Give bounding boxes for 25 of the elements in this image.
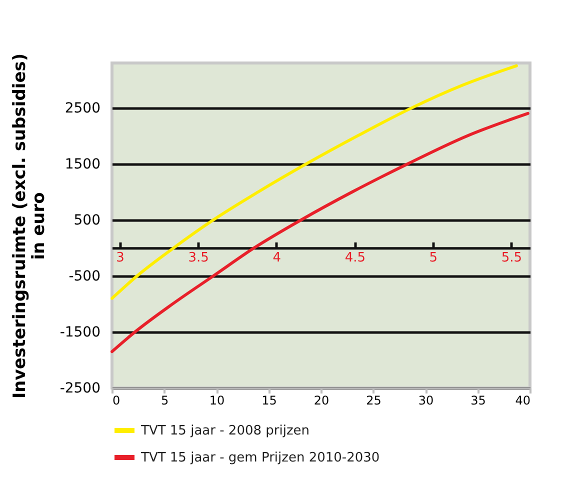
legend-label: TVT 15 jaar - 2008 prijzen [140,424,310,438]
x-tick-label: 20 [314,394,330,408]
x-tick-label: 40 [515,394,530,408]
x-tick-label: 25 [366,394,382,408]
x-tick-label: 35 [470,394,486,408]
y-tick-label: 500 [74,212,100,228]
x2-tick-label: 5.5 [501,250,522,266]
x-tick-label: 0 [112,394,120,408]
y-axis-title: Investeringsruimte (excl. subsidies) in euro [10,53,49,399]
x2-tick-label: 3.5 [188,250,209,266]
y-tick-label: 1500 [64,156,100,172]
line-series [110,112,530,354]
x2-tick-label: 4 [272,250,282,266]
x2-tick-label: 5 [429,250,438,266]
x2-tick-label: 4.5 [344,250,366,266]
legend-label: TVT 15 jaar - gem Prijzen 2010-2030 [140,450,380,466]
y-tick-label: -2500 [60,380,100,396]
x-tick-label: 5 [160,394,169,408]
y-tick-label: -500 [68,268,100,284]
x-tick-label: 30 [418,394,434,408]
x-tick-label: 10 [209,394,225,408]
x-tick-label: 15 [262,394,277,408]
x2-tick-label: 3 [116,250,124,266]
y-tick-label: 2500 [64,100,100,116]
y-tick-label: -1500 [60,324,100,340]
